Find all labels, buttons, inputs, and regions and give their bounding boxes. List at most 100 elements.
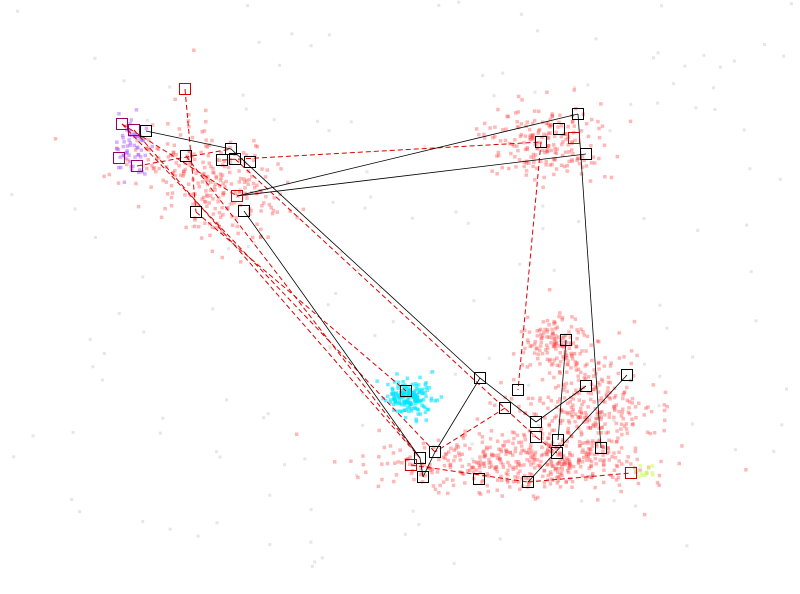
cluster-point: [605, 451, 610, 456]
cluster-point: [580, 441, 585, 445]
cluster-point: [550, 162, 554, 167]
cluster-point: [527, 330, 532, 334]
solid-edge: [577, 113, 602, 449]
cluster-point: [565, 370, 569, 374]
cluster-point: [607, 438, 611, 442]
graph-node: [231, 190, 243, 202]
cluster-point: [636, 481, 641, 486]
cluster-point: [364, 470, 368, 474]
cluster-point: [460, 452, 464, 456]
dashed-edge: [221, 141, 542, 161]
cluster-point: [579, 411, 584, 416]
cluster-point: [612, 468, 617, 472]
cluster-point: [385, 394, 390, 399]
cluster-point: [488, 465, 492, 469]
cluster-point: [411, 395, 415, 399]
cluster-point: [556, 453, 560, 457]
cluster-point: [220, 206, 224, 210]
cluster-point: [589, 475, 594, 479]
dashed-edge: [121, 123, 238, 197]
cluster-point: [254, 144, 258, 148]
cluster-point: [485, 472, 490, 476]
noise-point: [457, 0, 461, 4]
cluster-point: [531, 152, 536, 157]
cluster-point: [127, 138, 131, 142]
cluster-point: [488, 445, 492, 450]
cluster-point: [264, 194, 268, 199]
cluster-point: [677, 461, 681, 466]
cluster-point: [172, 150, 176, 154]
cluster-point: [150, 123, 155, 127]
cluster-point: [383, 398, 388, 403]
cluster-point: [562, 345, 566, 349]
dashed-edge: [184, 88, 197, 213]
cluster-point: [255, 183, 259, 188]
cluster-point: [586, 375, 591, 379]
cluster-point: [639, 471, 643, 475]
cluster-point: [558, 113, 562, 117]
cluster-point: [593, 456, 598, 461]
cluster-point: [544, 133, 549, 137]
cluster-point: [432, 445, 436, 449]
cluster-point: [549, 148, 553, 153]
cluster-point: [643, 473, 647, 478]
cluster-point: [545, 452, 549, 456]
cluster-point: [552, 358, 557, 362]
cluster-point: [598, 458, 602, 462]
cluster-point: [563, 150, 568, 154]
noise-point: [309, 540, 313, 544]
cluster-point: [595, 444, 599, 449]
cluster-point: [423, 473, 427, 478]
noise-point: [327, 129, 331, 133]
graph-node: [131, 160, 143, 172]
cluster-point: [564, 355, 569, 360]
cluster-point: [251, 235, 255, 240]
noise-point: [101, 378, 105, 382]
cluster-point: [396, 460, 400, 464]
cluster-point: [619, 422, 624, 426]
cluster-point: [583, 372, 587, 377]
cluster-point: [213, 188, 217, 192]
cluster-point: [118, 155, 122, 159]
cluster-center-right: [519, 288, 601, 375]
noise-point: [696, 228, 700, 232]
cluster-point: [156, 147, 161, 151]
graph-node: [238, 205, 250, 217]
cluster-point: [574, 344, 579, 349]
cluster-point: [407, 405, 412, 409]
cluster-point: [605, 389, 610, 394]
cluster-point: [538, 348, 542, 353]
cluster-point: [565, 439, 569, 444]
noise-point: [73, 207, 77, 211]
cluster-point: [606, 386, 610, 390]
cluster-point: [411, 463, 415, 467]
cluster-point: [570, 140, 574, 144]
cluster-point: [422, 446, 427, 450]
graph-node: [429, 446, 441, 458]
cluster-point: [580, 154, 585, 159]
cluster-point: [200, 197, 204, 201]
noise-point: [417, 523, 421, 526]
cluster-point: [560, 455, 564, 459]
cluster-point: [585, 362, 589, 366]
cluster-point: [527, 480, 531, 485]
cluster-point: [452, 458, 456, 463]
cluster-point: [533, 453, 537, 458]
cluster-point: [155, 146, 159, 151]
cluster-point: [407, 409, 411, 413]
cluster-point: [531, 461, 536, 465]
cluster-point: [239, 260, 243, 264]
cluster-point: [558, 371, 562, 375]
cluster-point: [196, 181, 200, 185]
cluster-point: [194, 171, 198, 176]
cluster-point: [183, 167, 188, 172]
cluster-point: [606, 446, 610, 450]
cluster-point: [537, 129, 541, 133]
noise-point: [373, 334, 377, 338]
cluster-point: [458, 458, 463, 462]
cluster-point: [563, 462, 567, 467]
noise-point: [665, 326, 669, 330]
cluster-point: [178, 133, 183, 137]
noise-point: [142, 330, 146, 334]
cluster-point: [447, 450, 451, 454]
